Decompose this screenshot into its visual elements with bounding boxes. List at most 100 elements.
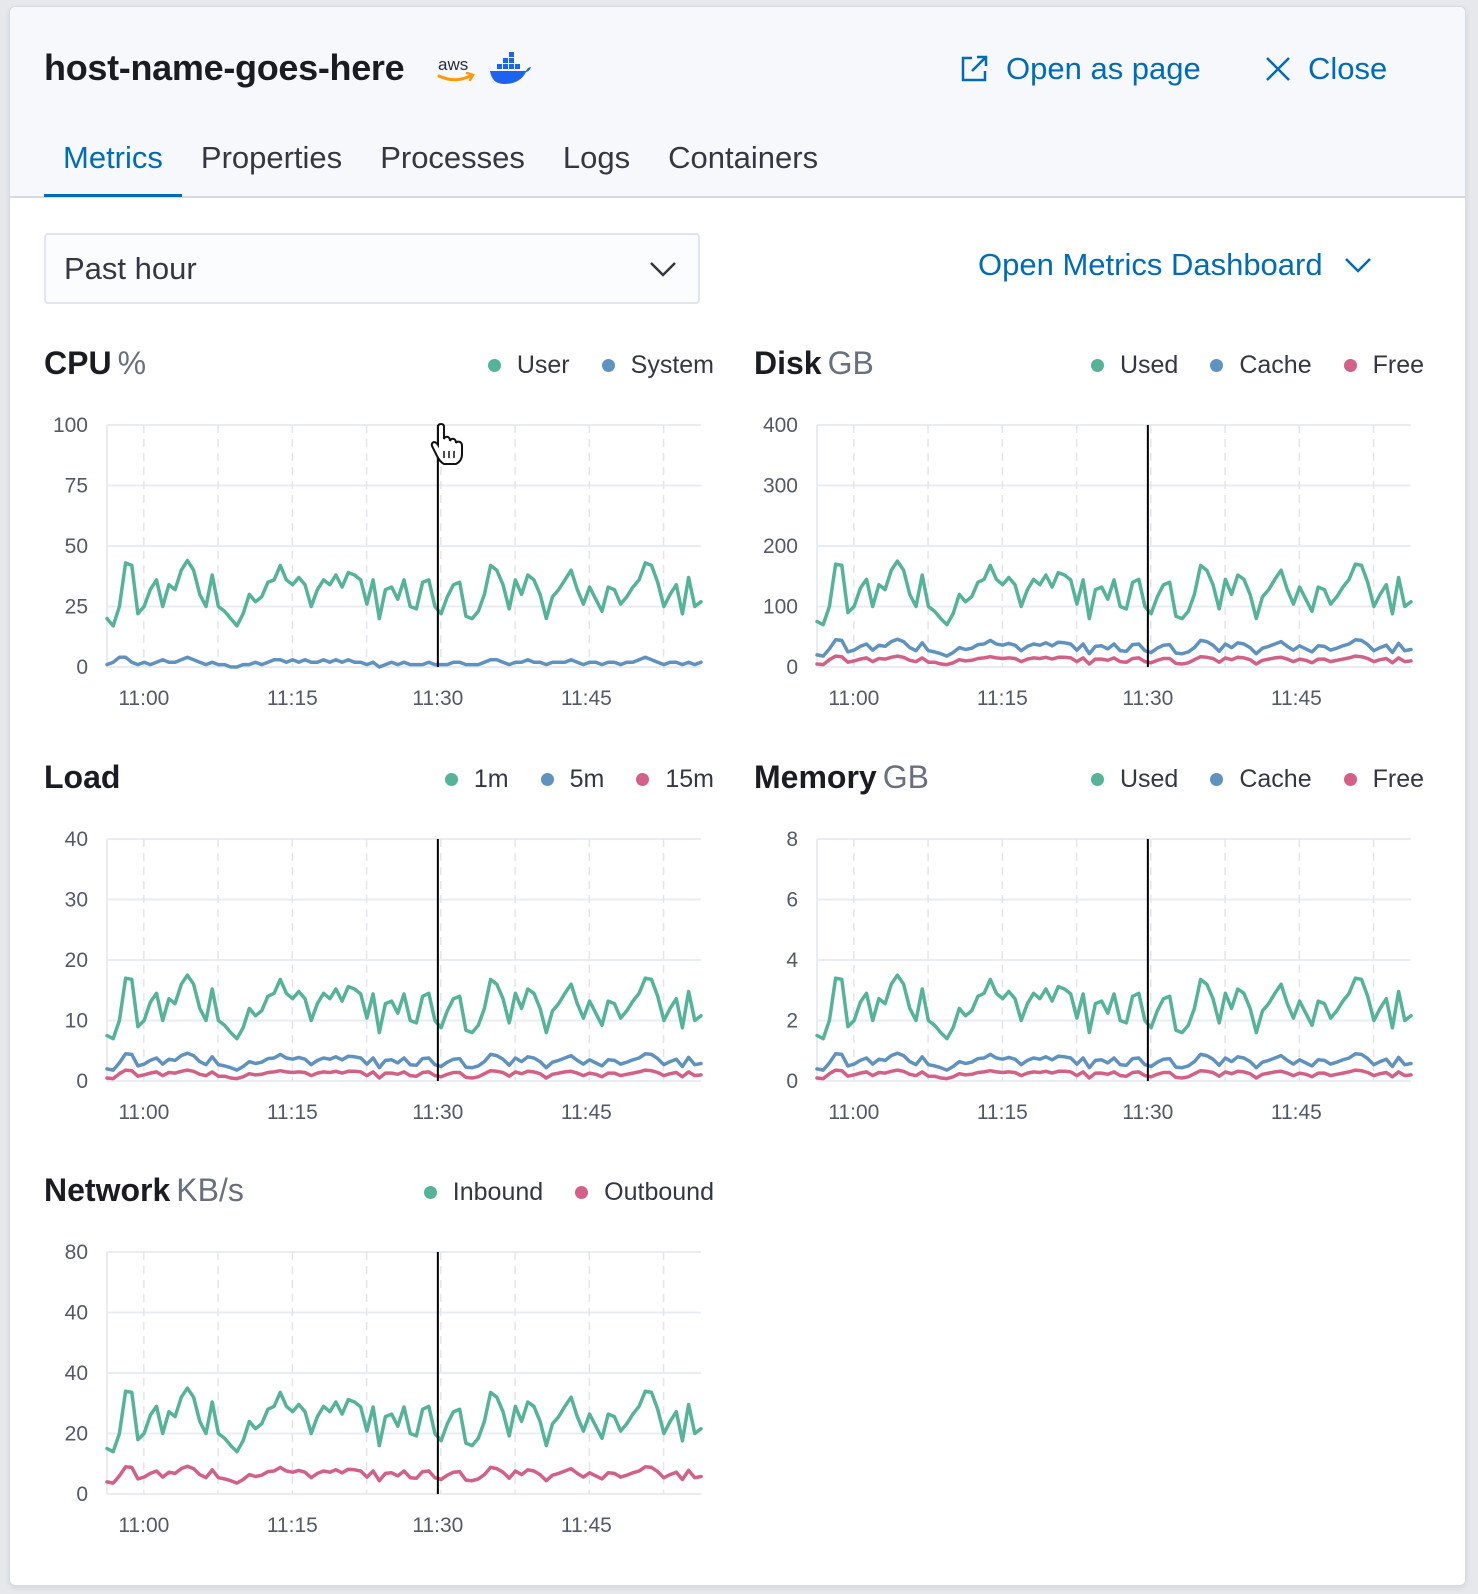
- flyout-header: host-name-goes-here aws Open as page: [10, 7, 1465, 198]
- legend-dot: [1343, 773, 1357, 786]
- legend-label: Used: [1119, 351, 1179, 379]
- load-legend: 1m 5m 15m: [413, 765, 714, 794]
- memory-plot[interactable]: 8 6 4 2 0 11:00 11:15 11:30 11:45: [754, 799, 1424, 1119]
- load-plot[interactable]: 40 30 20 10 0 11:00 11:15 11:30 11:45: [44, 799, 714, 1119]
- legend-item-1m[interactable]: 1m: [444, 765, 509, 794]
- legend-dot: [540, 773, 554, 786]
- host-name: host-name-goes-here: [44, 47, 405, 88]
- legend-item-outbound[interactable]: Outbound: [575, 1178, 714, 1207]
- time-range-select[interactable]: Past hour: [44, 233, 700, 304]
- y-tick-label: 400: [763, 414, 798, 437]
- legend-item-inbound[interactable]: Inbound: [423, 1178, 544, 1207]
- y-tick-label: 20: [65, 949, 88, 972]
- legend-item-system[interactable]: System: [601, 351, 714, 380]
- y-tick-label: 75: [65, 475, 88, 498]
- x-tick-label: 11:00: [828, 687, 879, 705]
- chevron-down-icon: [1344, 258, 1371, 273]
- legend-label: Used: [1119, 765, 1179, 793]
- legend-item-user[interactable]: User: [487, 351, 570, 380]
- y-tick-label: 50: [65, 535, 88, 558]
- legend-dot: [1343, 359, 1357, 372]
- series-line-user: [105, 558, 703, 628]
- y-tick-label: 200: [763, 535, 798, 558]
- x-tick-label: 11:00: [118, 687, 169, 705]
- legend-item-used[interactable]: Used: [1090, 765, 1179, 794]
- tab-containers[interactable]: Containers: [668, 140, 819, 175]
- x-tick-label: 11:30: [412, 1101, 463, 1119]
- y-tick-label: 4: [786, 949, 798, 972]
- legend-dot: [1090, 359, 1104, 372]
- open-metrics-dashboard-link[interactable]: Open Metrics Dashboard: [978, 247, 1373, 283]
- x-tick-label: 11:15: [267, 1514, 318, 1532]
- close-button[interactable]: Close: [1264, 47, 1387, 91]
- chart-title-text: Memory: [754, 759, 877, 795]
- x-tick-label: 11:30: [412, 1514, 463, 1532]
- legend-label: Free: [1372, 765, 1424, 793]
- legend-dot: [487, 359, 501, 372]
- legend-item-15m[interactable]: 15m: [636, 765, 714, 794]
- series-line-free: [815, 654, 1413, 667]
- tab-bar: Metrics Properties Processes Logs Contai…: [44, 135, 837, 199]
- time-range-value: Past hour: [64, 250, 197, 286]
- legend-dot: [575, 1186, 589, 1199]
- chart-title-text: Load: [44, 759, 121, 795]
- legend-item-used[interactable]: Used: [1090, 351, 1179, 380]
- legend-item-5m[interactable]: 5m: [540, 765, 604, 794]
- legend-label: System: [630, 351, 714, 379]
- tab-properties[interactable]: Properties: [200, 140, 343, 175]
- hand-pointer-icon: [430, 423, 463, 465]
- cpu-chart-title: CPU%: [44, 345, 146, 382]
- chart-title-text: CPU: [44, 345, 112, 381]
- network-legend: Inbound Outbound: [392, 1178, 714, 1207]
- cpu-plot[interactable]: 100 75 50 25 0 11:00 11:15 11:30 11:45: [44, 385, 714, 705]
- svg-text:aws: aws: [438, 55, 468, 74]
- legend-label: 15m: [665, 765, 714, 793]
- tab-logs[interactable]: Logs: [562, 140, 631, 175]
- y-tick-label: 30: [65, 889, 88, 912]
- memory-chart-title: Memory GB: [754, 759, 929, 796]
- chart-unit: GB: [882, 759, 929, 795]
- x-tick-label: 11:30: [1122, 1101, 1173, 1119]
- open-as-page-button[interactable]: Open as page: [958, 47, 1201, 91]
- y-tick-label: 80: [65, 1241, 88, 1264]
- legend-item-cache[interactable]: Cache: [1210, 351, 1312, 380]
- x-tick-label: 11:30: [412, 687, 463, 705]
- close-label: Close: [1308, 51, 1388, 86]
- network-chart-title: Network KB/s: [44, 1172, 244, 1209]
- series-line-cache: [815, 637, 1413, 658]
- docker-icon: [490, 52, 531, 84]
- series-line-free: [815, 1068, 1413, 1081]
- cpu-legend: User System: [456, 351, 714, 380]
- close-icon: [1266, 57, 1290, 81]
- y-tick-label: 0: [76, 656, 88, 679]
- chart-title-text: Network: [44, 1172, 171, 1208]
- series-line-5m: [105, 1051, 703, 1072]
- legend-dot: [1210, 773, 1224, 786]
- series-line-inbound: [105, 1386, 703, 1454]
- legend-item-free[interactable]: Free: [1343, 765, 1424, 794]
- tab-processes[interactable]: Processes: [380, 140, 525, 175]
- series-line-used: [815, 973, 1413, 1041]
- legend-item-cache[interactable]: Cache: [1210, 765, 1312, 794]
- x-tick-label: 11:15: [977, 687, 1028, 705]
- legend-dot: [423, 1186, 437, 1199]
- series-line-15m: [105, 1068, 703, 1081]
- legend-label: Inbound: [452, 1178, 544, 1206]
- y-tick-label: 25: [65, 596, 88, 619]
- legend-dot: [1210, 359, 1224, 372]
- legend-item-free[interactable]: Free: [1343, 351, 1424, 380]
- load-chart: Load 1m 5m 15m 40 30 20 10 0 11:00 11:15 11:30 11:45: [44, 759, 714, 1119]
- chevron-down-icon: [650, 262, 676, 277]
- legend-label: Cache: [1239, 765, 1312, 793]
- network-plot[interactable]: 80 40 40 20 0 11:00 11:15 11:30 11:45: [44, 1212, 714, 1532]
- y-tick-label: 40: [65, 1302, 88, 1325]
- disk-chart-title: Disk GB: [754, 345, 874, 382]
- series-line-outbound: [105, 1464, 703, 1485]
- cpu-chart: CPU% User System 100 75 50 25 0 11:00 11:15 11:30 1…: [44, 345, 714, 705]
- x-tick-label: 11:00: [828, 1101, 879, 1119]
- disk-plot[interactable]: 400 300 200 100 0 11:00 11:15 11:30 11:45: [754, 385, 1424, 705]
- y-tick-label: 40: [65, 828, 88, 851]
- series-line-used: [815, 559, 1413, 627]
- x-tick-label: 11:15: [267, 687, 318, 705]
- tab-metrics[interactable]: Metrics: [44, 135, 182, 197]
